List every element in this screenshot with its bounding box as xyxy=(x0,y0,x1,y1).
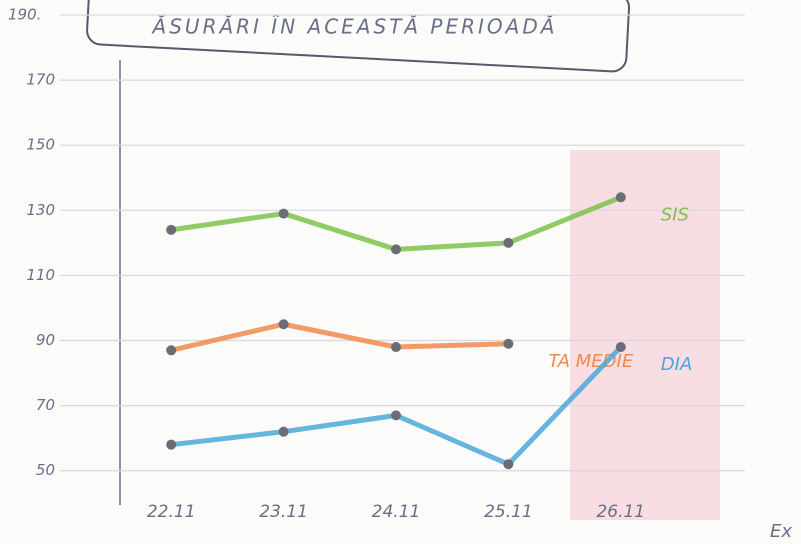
chart-title: ĂSURĂRI ÎN ACEASTĂ PERIOADĂ xyxy=(151,15,558,39)
plot: 50 70 90 110 130 150 170 190. 22.11 23.11 24.11 25.… xyxy=(8,6,745,522)
data-point xyxy=(166,224,177,235)
data-point xyxy=(615,192,626,203)
y-tick-label: 110 xyxy=(26,266,55,284)
data-point xyxy=(391,410,401,421)
title-box xyxy=(86,0,631,73)
x-tick-label: 25.11 xyxy=(484,502,533,522)
y-tick-label: 70 xyxy=(36,396,55,414)
series-label: DIA xyxy=(661,354,692,375)
x-tick-label: 26.11 xyxy=(596,502,645,522)
data-point xyxy=(166,345,177,356)
data-point xyxy=(391,244,401,255)
data-point xyxy=(503,237,514,248)
data-point xyxy=(166,439,177,450)
y-tick-label: 90 xyxy=(36,331,55,349)
x-tick-label: 22.11 xyxy=(147,502,196,522)
data-point xyxy=(615,342,626,353)
data-point xyxy=(391,342,401,353)
data-point xyxy=(278,426,289,437)
y-tick-label: 50 xyxy=(36,461,55,479)
y-tick-label: 130 xyxy=(26,201,55,219)
x-tick-label: 24.11 xyxy=(372,502,421,522)
data-point xyxy=(503,338,514,349)
y-tick-label: 150 xyxy=(26,136,55,154)
annotation: Ex xyxy=(770,521,792,542)
x-tick-label: 23.11 xyxy=(259,502,308,522)
y-tick-label: 190. xyxy=(8,6,41,24)
series-label: SIS xyxy=(661,204,689,225)
data-point xyxy=(503,459,514,470)
data-point xyxy=(278,319,289,330)
y-tick-label: 170 xyxy=(26,71,55,89)
series-line xyxy=(168,321,511,353)
shaded-band xyxy=(570,150,720,520)
data-point xyxy=(278,208,289,219)
series-label: TA MEDIE xyxy=(548,351,633,372)
